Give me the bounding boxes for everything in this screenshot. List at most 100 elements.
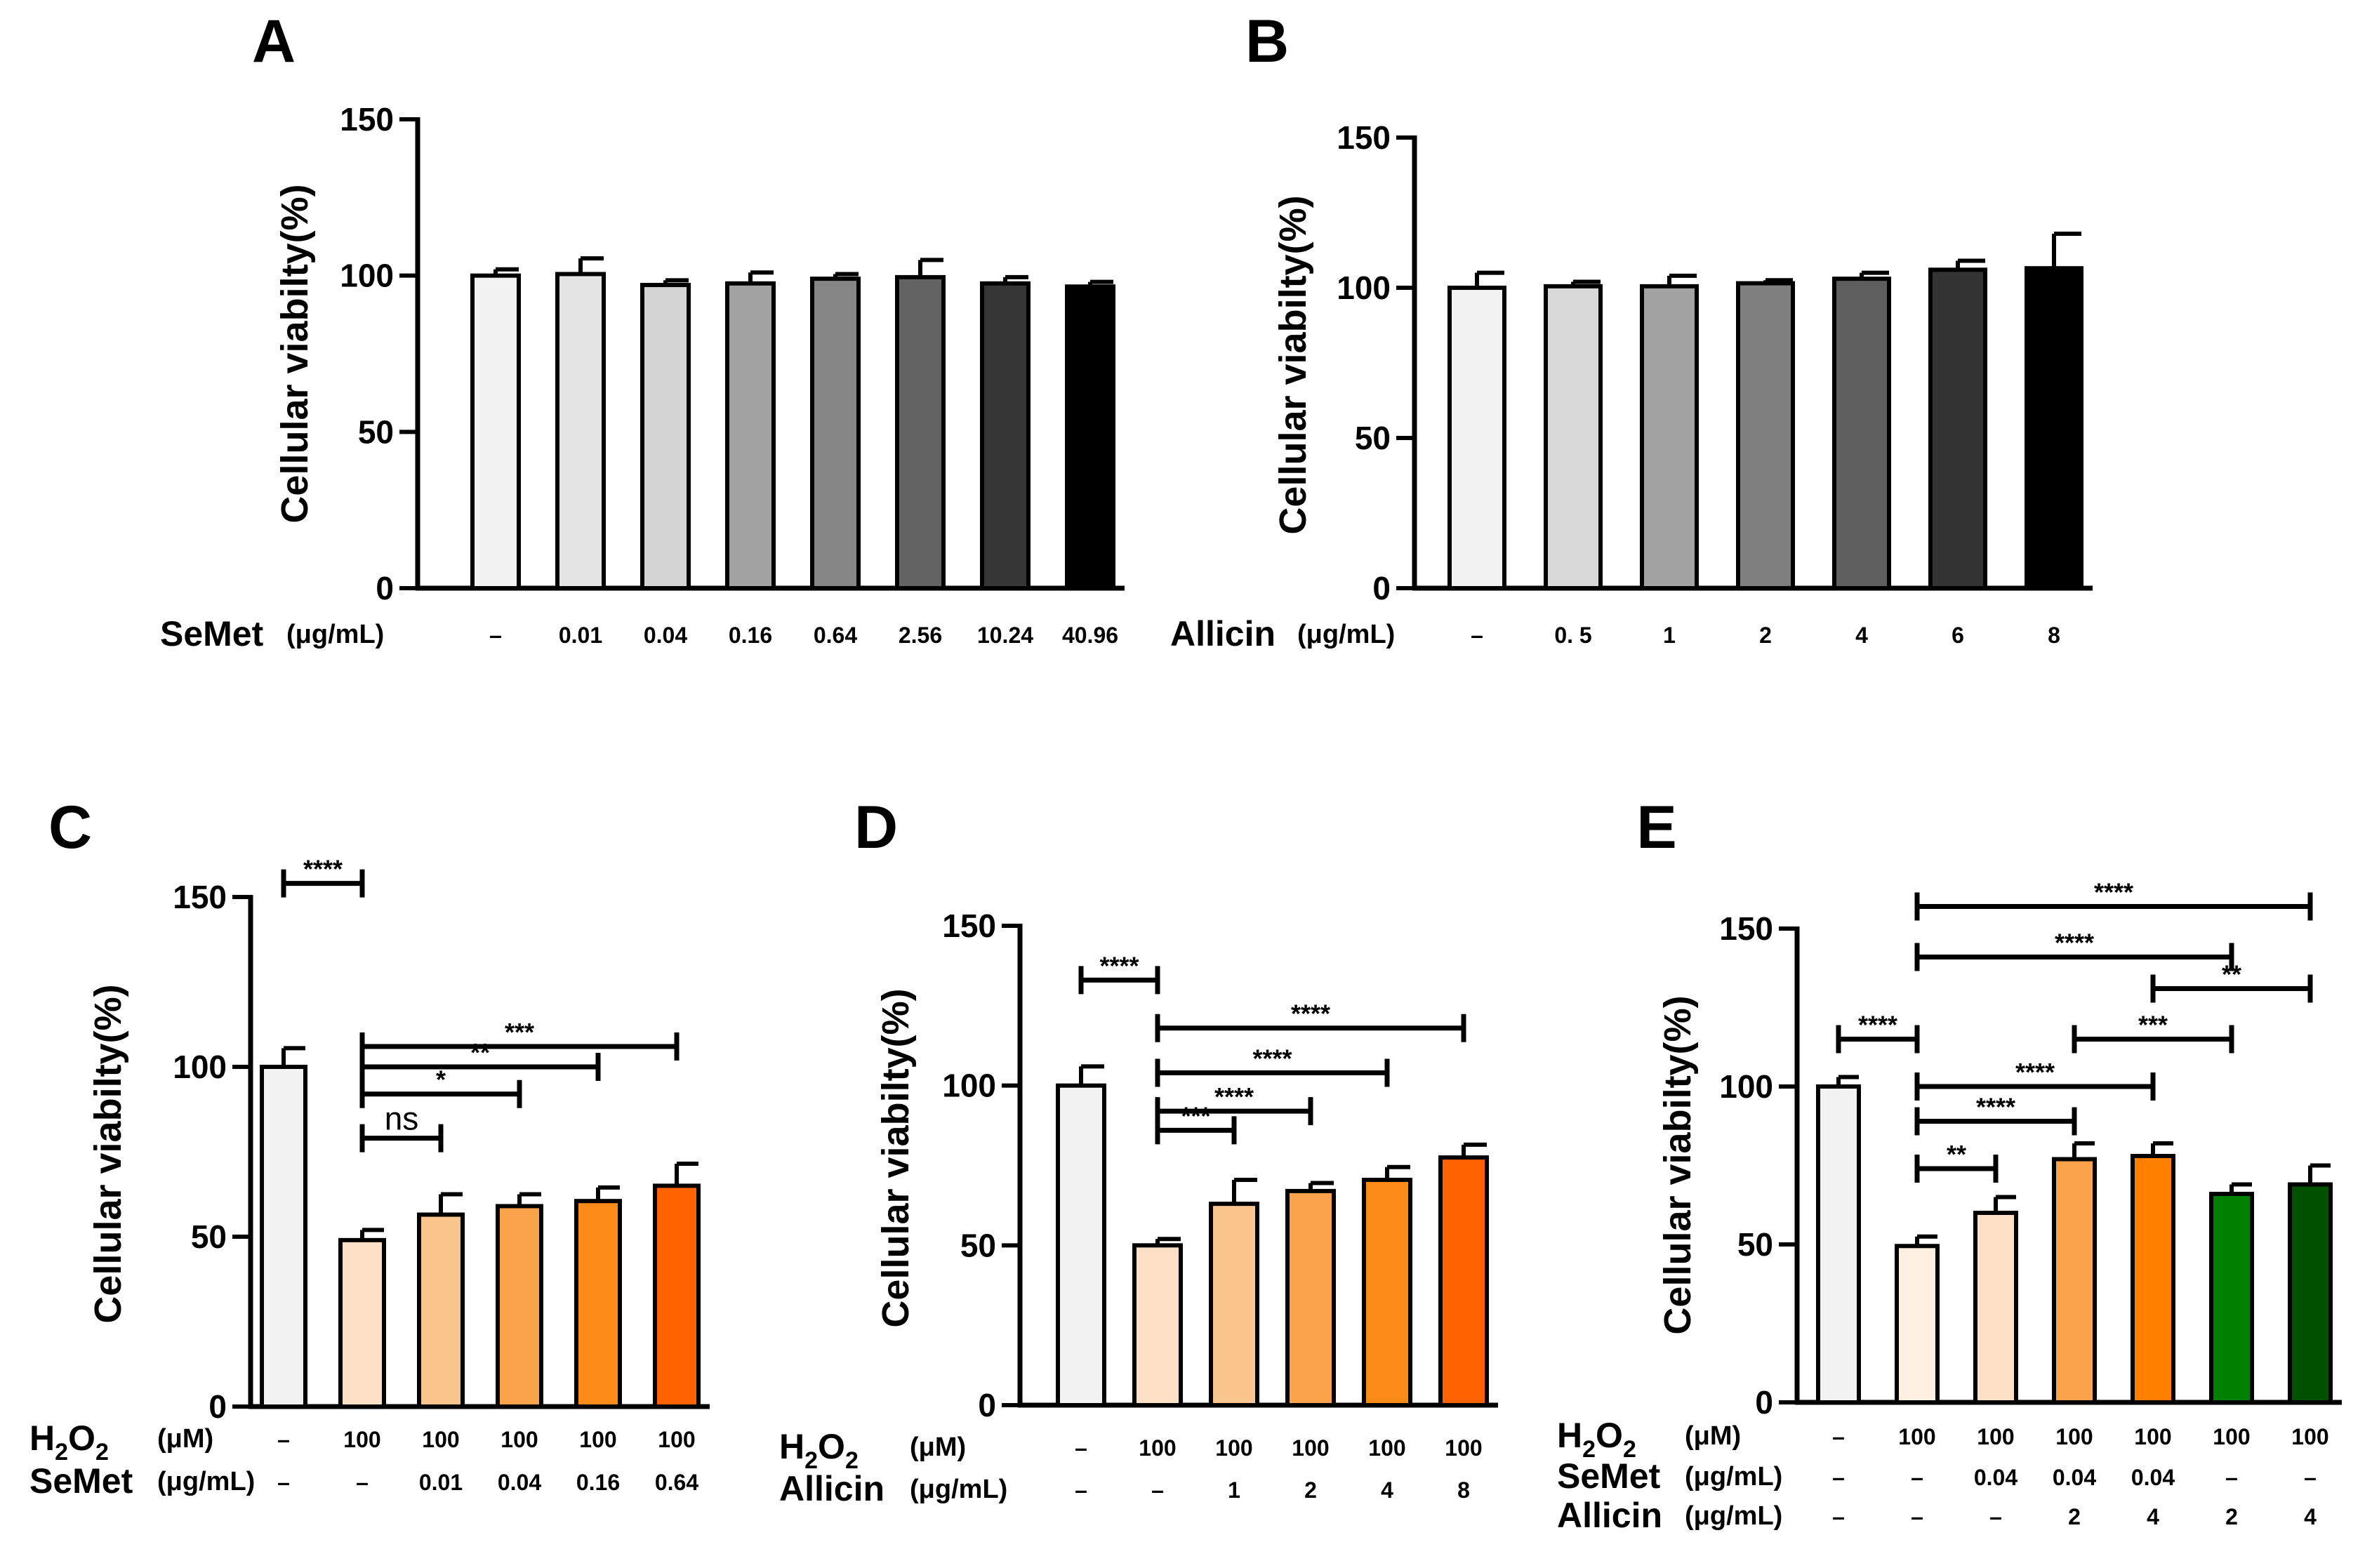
- y-tick-label: 0: [1755, 1384, 1773, 1421]
- y-tick-label: 100: [340, 258, 394, 294]
- treatment-row-label: SeMet: [29, 1461, 133, 1501]
- y-axis-label: Cellular viabilty(%): [87, 984, 129, 1323]
- significance-label: *: [436, 1065, 446, 1094]
- treatment-value: 0.64: [655, 1470, 698, 1495]
- panel-label: D: [854, 794, 898, 861]
- treatment-row-label: H2O2: [1557, 1416, 1636, 1463]
- treatment-value: 100: [1898, 1424, 1935, 1449]
- bar: [980, 281, 1031, 590]
- treatment-value: 100: [1139, 1435, 1176, 1461]
- treatment-value: –: [1075, 1477, 1087, 1503]
- treatment-value: –: [489, 623, 502, 648]
- y-axis-label: Cellular viabilty(%): [875, 988, 917, 1327]
- y-tick-label: 50: [960, 1227, 996, 1263]
- treatment-value: 2: [1759, 623, 1772, 648]
- treatment-row-label: SeMet: [160, 614, 264, 653]
- treatment-value: 0.04: [644, 623, 687, 648]
- treatment-value: –: [277, 1470, 290, 1495]
- y-tick-label: 0: [376, 570, 394, 606]
- treatment-value: 40.96: [1062, 623, 1118, 648]
- treatment-row-unit: (μg/mL): [910, 1475, 1007, 1504]
- treatment-value: –: [1075, 1435, 1087, 1461]
- y-tick-label: 50: [1355, 420, 1391, 456]
- treatment-value: 100: [1292, 1435, 1329, 1461]
- treatment-row-unit: (μg/mL): [1685, 1501, 1782, 1531]
- significance-label: ****: [2055, 929, 2094, 957]
- h2o2-part: O: [68, 1418, 95, 1458]
- y-tick-label: 150: [1337, 119, 1391, 156]
- bar: [653, 1183, 701, 1409]
- bar: [2131, 1154, 2175, 1404]
- treatment-value: 100: [579, 1427, 616, 1452]
- treatment-value: 100: [1215, 1435, 1252, 1461]
- treatment-value: 100: [422, 1427, 459, 1452]
- y-tick-label: 100: [1719, 1068, 1773, 1105]
- treatment-value: –: [1911, 1504, 1923, 1529]
- treatment-value: –: [1911, 1465, 1923, 1490]
- significance-label: ****: [1214, 1082, 1254, 1111]
- bar: [810, 277, 861, 590]
- y-tick-label: 150: [942, 908, 996, 944]
- bar: [725, 281, 776, 590]
- bar: [2025, 266, 2083, 590]
- significance-label: ****: [303, 855, 343, 884]
- panel-label: B: [1245, 8, 1289, 75]
- h2o2-subscript: 2: [804, 1447, 818, 1474]
- significance-label: **: [2222, 960, 2241, 989]
- bar: [1544, 284, 1603, 590]
- treatment-value: 100: [2291, 1424, 2328, 1449]
- h2o2-subscript: 2: [1582, 1436, 1596, 1463]
- treatment-value: 100: [1368, 1435, 1405, 1461]
- treatment-value: 0.01: [559, 623, 602, 648]
- bar: [1973, 1211, 2018, 1404]
- panel-label: A: [252, 8, 296, 75]
- y-axis-label: Cellular viabilty(%): [1657, 995, 1699, 1334]
- bar: [260, 1065, 307, 1409]
- treatment-value: –: [356, 1470, 369, 1495]
- bar: [1832, 277, 1891, 590]
- treatment-value: 100: [343, 1427, 380, 1452]
- bar: [2209, 1192, 2254, 1404]
- h2o2-part: O: [818, 1427, 845, 1466]
- treatment-value: 1: [1228, 1477, 1240, 1503]
- treatment-value: 100: [2134, 1424, 2171, 1449]
- bar: [1928, 267, 1987, 590]
- y-tick-label: 150: [340, 101, 394, 138]
- treatment-value: –: [1832, 1504, 1845, 1529]
- y-tick-label: 50: [1737, 1226, 1773, 1263]
- y-tick-label: 50: [191, 1218, 227, 1255]
- bar: [338, 1237, 386, 1409]
- treatment-row-label: Allicin: [1170, 614, 1276, 653]
- bar: [574, 1199, 622, 1409]
- y-tick-label: 100: [1337, 270, 1391, 306]
- treatment-value: –: [2225, 1465, 2238, 1490]
- y-tick-label: 150: [1719, 910, 1773, 947]
- treatment-value: 0.04: [2053, 1465, 2096, 1490]
- bar: [417, 1212, 465, 1409]
- significance-label: ****: [1291, 999, 1330, 1028]
- treatment-value: 0.04: [2131, 1465, 2175, 1490]
- significance-label: ***: [505, 1018, 534, 1047]
- bar: [2052, 1157, 2097, 1404]
- significance-label: **: [470, 1038, 490, 1067]
- treatment-row-label: SeMet: [1557, 1456, 1661, 1496]
- y-axis-label: Cellular viabilty(%): [274, 184, 316, 523]
- treatment-value: –: [1151, 1477, 1164, 1503]
- treatment-value: 0.01: [419, 1470, 463, 1495]
- bar: [1438, 1155, 1489, 1408]
- treatment-value: 2.56: [899, 623, 942, 648]
- treatment-value: 4: [1381, 1477, 1393, 1503]
- bar: [1895, 1244, 1940, 1404]
- bar: [1816, 1084, 1861, 1404]
- h2o2-subscript: 2: [55, 1439, 68, 1466]
- bar: [470, 273, 521, 590]
- significance-label: **: [1947, 1140, 1966, 1169]
- treatment-value: 100: [658, 1427, 695, 1452]
- treatment-row-unit: (μg/mL): [1297, 620, 1395, 649]
- y-tick-label: 50: [358, 413, 394, 450]
- bar: [1209, 1202, 1259, 1407]
- h2o2-part: H: [1557, 1416, 1582, 1455]
- bar: [496, 1204, 543, 1409]
